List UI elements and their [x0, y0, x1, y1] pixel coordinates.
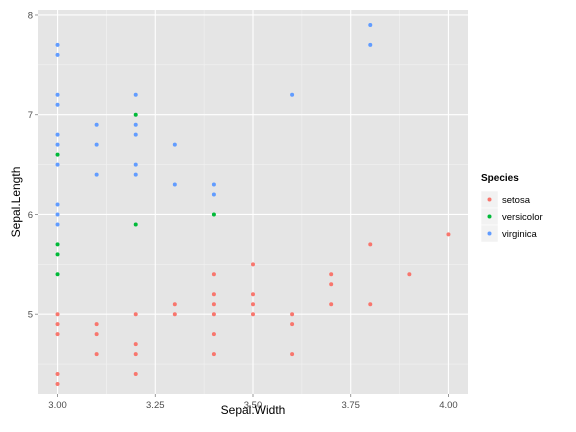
- legend-title: Species: [481, 173, 519, 184]
- point-virginica: [55, 102, 60, 107]
- point-setosa: [172, 312, 177, 317]
- point-virginica: [55, 132, 60, 137]
- point-versicolor: [133, 112, 138, 117]
- point-setosa: [251, 302, 255, 307]
- point-versicolor: [211, 212, 216, 217]
- point-virginica: [94, 142, 99, 147]
- x-tick-label: 3.25: [146, 400, 165, 411]
- legend-symbol-versicolor: [487, 214, 492, 219]
- point-setosa: [55, 372, 60, 377]
- point-virginica: [133, 122, 138, 127]
- point-setosa: [329, 272, 334, 277]
- point-versicolor: [55, 242, 60, 247]
- point-setosa: [368, 242, 373, 247]
- point-virginica: [55, 212, 60, 217]
- point-setosa: [133, 342, 138, 347]
- point-setosa: [290, 352, 295, 357]
- point-virginica: [94, 122, 99, 127]
- y-axis-ticks: 5 6 7 8: [28, 10, 38, 321]
- point-virginica: [211, 192, 216, 197]
- point-setosa: [55, 312, 60, 317]
- x-axis-title: Sepal.Width: [221, 403, 286, 417]
- legend: Species setosa versicolor virginica: [480, 173, 543, 243]
- point-setosa: [211, 332, 216, 337]
- x-tick-label: 3.00: [48, 400, 67, 411]
- point-versicolor: [55, 152, 60, 157]
- point-virginica: [55, 52, 60, 57]
- point-virginica: [55, 222, 60, 227]
- legend-label-versicolor: versicolor: [502, 212, 543, 223]
- point-virginica: [290, 92, 295, 97]
- point-setosa: [211, 302, 216, 307]
- point-setosa: [172, 302, 177, 307]
- point-versicolor: [55, 272, 60, 277]
- legend-symbol-virginica: [487, 231, 492, 236]
- point-setosa: [251, 262, 255, 267]
- point-virginica: [368, 22, 373, 27]
- point-setosa: [133, 372, 138, 377]
- y-tick-label: 6: [28, 210, 33, 221]
- y-tick-label: 8: [28, 10, 33, 21]
- point-virginica: [133, 132, 138, 137]
- legend-symbol-setosa: [487, 197, 492, 202]
- point-virginica: [55, 202, 60, 207]
- point-virginica: [55, 162, 60, 167]
- x-tick-label: 3.75: [341, 400, 360, 411]
- point-setosa: [94, 322, 99, 327]
- point-setosa: [446, 232, 451, 237]
- point-virginica: [211, 182, 216, 187]
- point-virginica: [55, 142, 60, 147]
- point-setosa: [133, 352, 138, 357]
- legend-label-virginica: virginica: [502, 229, 538, 240]
- y-axis-title: Sepal.Length: [9, 167, 23, 238]
- point-setosa: [94, 352, 99, 357]
- point-setosa: [133, 312, 138, 317]
- point-virginica: [133, 92, 138, 97]
- point-virginica: [172, 142, 177, 147]
- point-versicolor: [55, 252, 60, 257]
- y-tick-label: 5: [28, 310, 33, 321]
- data-points: [55, 22, 451, 387]
- point-setosa: [368, 302, 373, 307]
- point-setosa: [55, 382, 60, 387]
- point-setosa: [55, 322, 60, 327]
- point-virginica: [55, 92, 60, 97]
- point-setosa: [94, 332, 99, 337]
- point-virginica: [94, 172, 99, 177]
- point-setosa: [211, 272, 216, 277]
- point-setosa: [290, 312, 295, 317]
- point-setosa: [211, 312, 216, 317]
- point-virginica: [368, 42, 373, 47]
- major-gridlines: [38, 10, 468, 394]
- point-virginica: [55, 42, 60, 47]
- point-virginica: [172, 182, 177, 187]
- point-setosa: [407, 272, 412, 277]
- point-setosa: [329, 302, 334, 307]
- point-setosa: [211, 352, 216, 357]
- point-setosa: [211, 292, 216, 297]
- point-virginica: [133, 162, 138, 167]
- point-virginica: [133, 172, 138, 177]
- x-tick-label: 3.50: [244, 400, 263, 411]
- point-versicolor: [133, 222, 138, 227]
- point-setosa: [329, 282, 334, 287]
- point-setosa: [251, 292, 255, 297]
- y-tick-label: 7: [28, 110, 33, 121]
- point-setosa: [55, 332, 60, 337]
- legend-items: setosa versicolor virginica: [480, 190, 543, 243]
- point-setosa: [290, 322, 295, 327]
- legend-label-setosa: setosa: [502, 195, 531, 206]
- x-tick-label: 4.00: [439, 400, 458, 411]
- point-setosa: [251, 312, 255, 317]
- x-axis-ticks: 3.00 3.25 3.50 3.75 4.00: [48, 394, 458, 411]
